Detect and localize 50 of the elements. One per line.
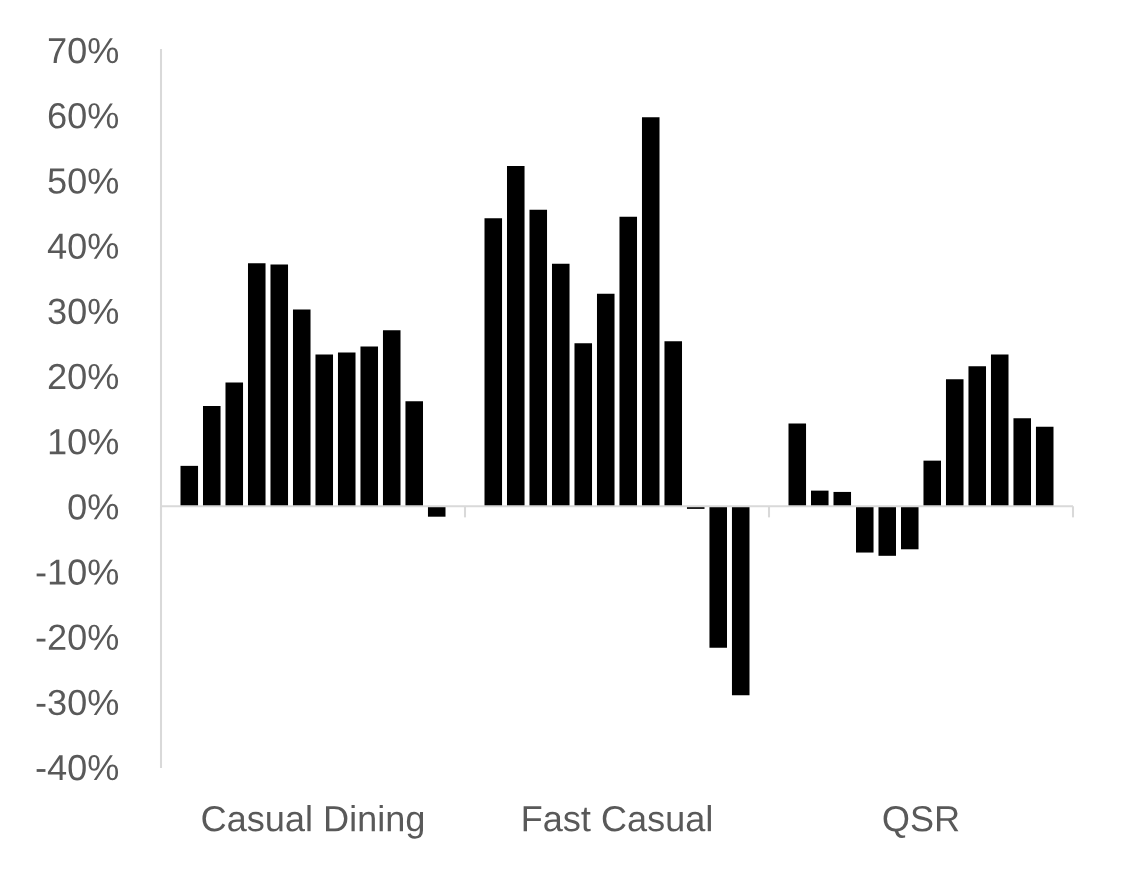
x-tick-label: QSR (883, 805, 959, 838)
y-tick-label: 70% (48, 37, 119, 64)
bar (405, 401, 424, 507)
bar (596, 293, 615, 507)
y-tick-label: 0% (68, 494, 119, 520)
bar (878, 506, 897, 556)
y-tick-label: 40% (47, 233, 119, 259)
y-tick-label: -40% (36, 754, 119, 781)
y-tick-label: 60% (48, 103, 119, 129)
bar (574, 343, 593, 507)
bar (709, 506, 728, 648)
bar (788, 423, 807, 507)
bar (833, 491, 852, 507)
bar (382, 330, 401, 507)
y-tick-label: 30% (48, 298, 119, 325)
bar (202, 405, 221, 507)
y-tick-label: -10% (36, 559, 119, 585)
bar (855, 506, 874, 553)
bar (968, 366, 987, 507)
bar (810, 490, 829, 507)
x-tick-label: Casual Dining (202, 805, 424, 839)
y-tick-label: -20% (36, 624, 119, 651)
y-tick-label: -30% (36, 689, 119, 716)
bar (641, 117, 660, 507)
y-tick-label: 20% (48, 363, 119, 390)
bar (923, 460, 942, 507)
bar (900, 506, 919, 550)
bar (506, 166, 525, 507)
bar (1013, 418, 1032, 507)
bar (945, 379, 964, 507)
y-tick-label: 10% (49, 428, 119, 455)
bar (731, 506, 750, 696)
bar (247, 263, 266, 507)
bar (225, 382, 244, 507)
bar (315, 354, 334, 507)
bar (427, 506, 446, 517)
bar (337, 352, 356, 507)
bar (180, 465, 199, 507)
bar (990, 354, 1009, 507)
bar (292, 309, 311, 507)
bar (619, 216, 638, 507)
bar (270, 264, 289, 507)
x-tick-label: Fast Casual (523, 805, 711, 832)
bar (484, 218, 503, 507)
bar (1035, 426, 1054, 507)
bar (551, 263, 570, 507)
y-tick-label: 50% (48, 168, 119, 194)
bar (529, 209, 548, 507)
bar (360, 346, 379, 507)
bar (664, 341, 683, 507)
